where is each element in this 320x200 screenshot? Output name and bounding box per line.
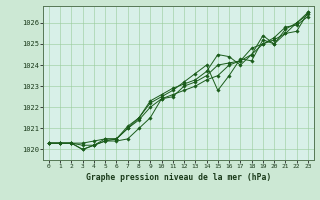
X-axis label: Graphe pression niveau de la mer (hPa): Graphe pression niveau de la mer (hPa) bbox=[86, 173, 271, 182]
